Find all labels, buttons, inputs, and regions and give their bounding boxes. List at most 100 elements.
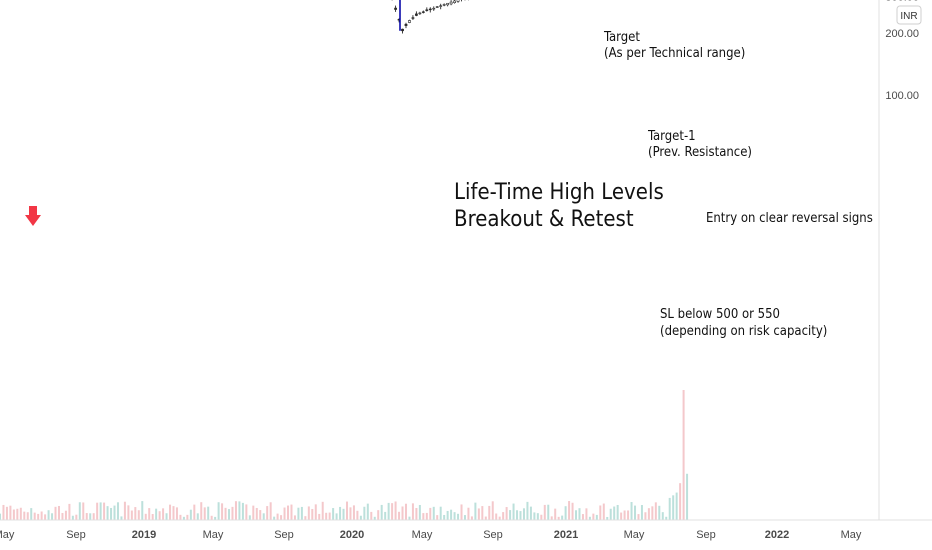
volume-bar: [266, 506, 269, 520]
volume-bar: [620, 512, 623, 520]
volume-bar: [68, 503, 71, 520]
volume-bar: [457, 513, 460, 520]
volume-bar: [314, 504, 317, 520]
x-tick-label: Sep: [274, 529, 294, 541]
volume-bar: [418, 504, 421, 520]
volume-bar: [602, 503, 605, 520]
volume-bar: [366, 503, 369, 520]
volume-bar: [352, 505, 355, 520]
volume-bar: [370, 511, 373, 520]
volume-bar: [522, 508, 525, 520]
volume-bar: [172, 506, 175, 520]
volume-bar: [463, 515, 466, 520]
volume-bar: [425, 512, 428, 520]
volume-bar: [297, 507, 300, 520]
headline-line-1: Life-Time High Levels: [454, 180, 664, 205]
x-tick-label: May: [0, 529, 15, 541]
volume-bar: [349, 507, 352, 520]
y-axis: 100.00200.00300.00400.00900.001000.00110…: [878, 0, 919, 520]
volume-bar: [498, 516, 501, 520]
volume-bar: [19, 507, 22, 520]
volume-bar: [47, 510, 50, 520]
candle-body: [404, 23, 408, 26]
volume-bar: [571, 502, 574, 520]
volume-bar: [130, 510, 133, 520]
volume-bar: [259, 510, 262, 520]
volume-bar: [502, 512, 505, 520]
volume-bar: [547, 504, 550, 520]
volume-bar: [116, 502, 119, 520]
volume-bar: [33, 512, 36, 520]
candle-body: [408, 20, 411, 23]
volume-bar: [54, 506, 57, 520]
volume-bar: [391, 503, 394, 520]
candle-body: [401, 28, 404, 32]
volume-bar: [470, 516, 473, 520]
volume-bar: [477, 508, 480, 520]
volume-bar: [231, 506, 234, 520]
volume-bar: [394, 501, 397, 520]
volume-bar: [575, 510, 578, 520]
volume-bar: [446, 510, 449, 520]
volume-bar: [78, 502, 81, 520]
sl-label-line-2: (depending on risk capacity): [660, 324, 827, 339]
volume-bar: [241, 502, 244, 520]
candle-body: [442, 4, 446, 6]
volume-bar: [71, 515, 74, 520]
volume-bar: [516, 510, 519, 520]
volume-bar: [123, 501, 126, 520]
volume-bar: [193, 504, 196, 520]
volume-bar: [616, 504, 619, 520]
volume-bar: [415, 508, 418, 520]
volume-bar: [599, 505, 602, 520]
volume-bar: [332, 508, 335, 520]
volume-bar: [141, 501, 144, 520]
volume-bar: [245, 504, 248, 520]
volume-bar: [182, 516, 185, 520]
volume-bar: [127, 505, 130, 520]
volume-bar: [169, 504, 172, 520]
volume-bar: [439, 506, 442, 520]
volume-bar: [40, 511, 43, 520]
volume-bar: [162, 508, 165, 520]
volume-bar: [550, 516, 553, 520]
volume-bar: [384, 511, 387, 520]
volume-bar: [0, 513, 1, 520]
volume-bar: [252, 505, 255, 520]
volume-bar: [443, 514, 446, 520]
volume-bar: [85, 513, 88, 520]
volume-bar: [568, 501, 571, 520]
volume-bar: [262, 513, 265, 520]
volume-bar: [592, 513, 595, 520]
volume-bar: [387, 502, 390, 520]
x-tick-label: May: [203, 529, 224, 541]
volume-bar: [234, 501, 237, 520]
volume-bar: [432, 506, 435, 520]
volume-bar: [637, 514, 640, 520]
volume-bar: [224, 507, 227, 520]
volume-bar: [346, 501, 348, 520]
volume-bar: [359, 515, 362, 520]
volume-bar: [148, 508, 151, 520]
volume-bar: [300, 506, 303, 520]
volume-bar: [248, 515, 251, 520]
currency-badge: INR: [896, 5, 922, 25]
volume-bar: [429, 507, 432, 520]
volume-bar: [484, 516, 487, 520]
volume-bar: [581, 514, 584, 520]
volume-bar: [467, 507, 470, 520]
volume-bar: [287, 505, 290, 520]
volume-bar: [668, 497, 671, 520]
volume-bar: [99, 502, 102, 520]
volume-bar: [647, 508, 650, 520]
volume-bar: [450, 509, 453, 520]
x-tick-label: 2021: [554, 529, 578, 541]
volume-bar: [217, 502, 220, 520]
volume-bar: [214, 516, 217, 520]
volume-bar: [460, 504, 463, 520]
volume-bar: [2, 504, 5, 520]
y-tick-label: 300.00: [885, 0, 919, 4]
annotations: Life-Time High Levels Breakout & Retest …: [25, 30, 873, 339]
volume-bar: [26, 512, 29, 520]
